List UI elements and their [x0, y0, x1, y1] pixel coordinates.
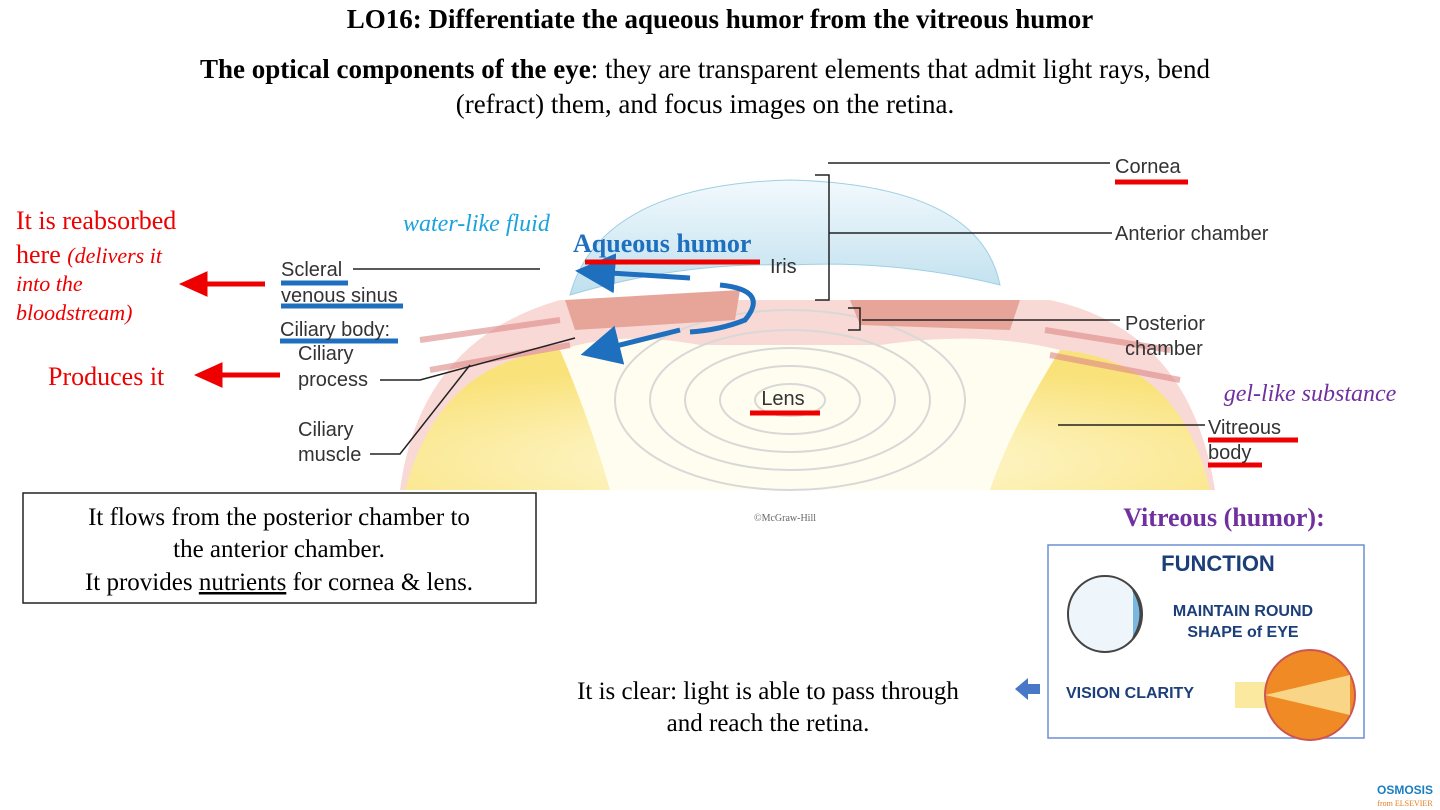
logo-sub: from ELSEVIER	[1377, 799, 1433, 808]
box-text: nutrients	[199, 569, 287, 596]
credit: ©McGraw-Hill	[754, 513, 816, 524]
underlines	[280, 179, 1298, 468]
red-arrows	[178, 271, 280, 388]
label: Posterior	[1125, 313, 1205, 335]
clarity-text: and reach the retina.	[667, 710, 870, 737]
box-text: It provides nutrients for cornea & lens.	[85, 569, 473, 596]
pointer-arrow	[1015, 678, 1040, 700]
label: venous sinus	[281, 285, 398, 307]
intro-term: The optical components of the eye	[200, 54, 591, 84]
annotation: here	[16, 240, 67, 269]
label: Anterior chamber	[1115, 223, 1269, 245]
label: Iris	[770, 256, 797, 278]
intro-text: : they are transparent elements that adm…	[591, 54, 1211, 84]
annotation: gel-like substance	[1224, 381, 1397, 407]
annotation: here (delivers it	[16, 240, 163, 269]
label: Vitreous	[1208, 417, 1281, 439]
annotation: into the	[16, 271, 83, 296]
annotation: Produces it	[48, 362, 165, 391]
label: Scleral	[281, 259, 342, 281]
function-card: FUNCTION MAINTAIN ROUND SHAPE of EYE VIS…	[1047, 544, 1365, 741]
logo: OSMOSIS	[1377, 783, 1433, 797]
intro-line: The optical components of the eye: they …	[200, 54, 1211, 84]
reabsorbed-note: It is reabsorbed here (delivers it into …	[16, 206, 176, 391]
label: Ciliary body:	[280, 319, 390, 341]
label: Lens	[761, 388, 804, 410]
card-text: VISION CLARITY	[1066, 685, 1194, 702]
annotation: It is reabsorbed	[16, 206, 176, 235]
title: LO16: Differentiate the aqueous humor fr…	[347, 4, 1093, 34]
label: chamber	[1125, 338, 1203, 360]
box-text: It flows from the posterior chamber to	[88, 504, 470, 531]
leader-lines	[353, 162, 1205, 455]
intro-text: (refract) them, and focus images on the …	[456, 89, 955, 119]
info-box	[22, 492, 537, 604]
box-text: for cornea & lens.	[286, 569, 473, 596]
annotation: (delivers it	[67, 243, 163, 268]
box-text: the anterior chamber.	[173, 536, 385, 563]
label: muscle	[298, 444, 361, 466]
label: Cornea	[1115, 156, 1181, 178]
card-text: SHAPE of EYE	[1187, 624, 1298, 641]
box-text: It provides	[85, 569, 199, 596]
label: Ciliary	[298, 419, 354, 441]
clarity-text: It is clear: light is able to pass throu…	[577, 678, 959, 705]
card-title: FUNCTION	[1161, 551, 1275, 576]
label: Ciliary	[298, 343, 354, 365]
annotation: Aqueous humor	[573, 229, 751, 258]
card-text: MAINTAIN ROUND	[1173, 603, 1313, 620]
eye-illustration	[400, 179, 1215, 491]
label: body	[1208, 442, 1251, 464]
heading: Vitreous (humor):	[1123, 503, 1324, 532]
annotation: bloodstream)	[16, 300, 133, 325]
annotation: water-like fluid	[403, 211, 551, 237]
label: process	[298, 369, 368, 391]
